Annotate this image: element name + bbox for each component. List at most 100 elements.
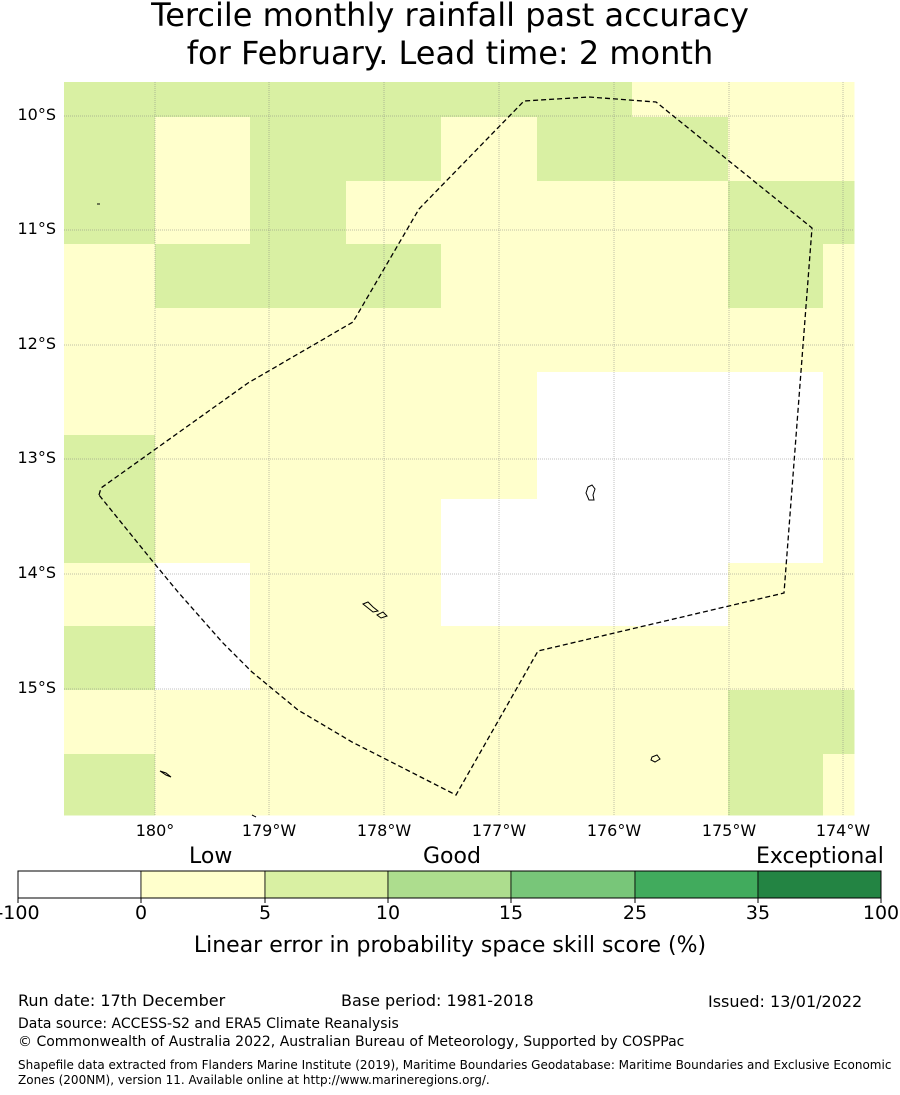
grid-cell bbox=[728, 308, 824, 373]
grid-cell bbox=[632, 308, 729, 373]
grid-cell bbox=[346, 82, 442, 118]
grid-cell bbox=[537, 499, 633, 564]
colorbar-segment bbox=[634, 870, 759, 899]
grid-cell bbox=[155, 181, 251, 245]
grid-cell bbox=[823, 499, 855, 564]
grid-cell bbox=[250, 754, 347, 816]
grid-cell bbox=[441, 754, 538, 816]
lat-label-11s: 11°S bbox=[17, 219, 56, 238]
grid-cell bbox=[64, 499, 156, 564]
island-niuafoou bbox=[650, 754, 661, 763]
grid-cell bbox=[823, 690, 855, 755]
grid-cell bbox=[823, 563, 855, 627]
grid-cell bbox=[64, 244, 156, 309]
grid-cell bbox=[632, 563, 729, 627]
grid-cell bbox=[537, 754, 633, 816]
grid-cell bbox=[823, 372, 855, 436]
grid-cell bbox=[250, 181, 347, 245]
colorbar-frame bbox=[17, 870, 882, 899]
cb-tick-15: 15 bbox=[498, 902, 524, 924]
grid-cell bbox=[537, 181, 633, 245]
grid-cell bbox=[346, 117, 442, 182]
grid-cell bbox=[632, 626, 729, 691]
grid-cell bbox=[346, 372, 442, 436]
lat-label-12s: 12°S bbox=[17, 334, 56, 353]
chart-title: Tercile monthly rainfall past accuracy f… bbox=[0, 0, 900, 72]
skill-grid-cells bbox=[64, 82, 855, 816]
shapefile-credit-1: Shapefile data extracted from Flanders M… bbox=[18, 1058, 892, 1072]
grid-cell bbox=[728, 754, 824, 816]
lon-label-174w: 174°W bbox=[815, 821, 871, 840]
grid-cell bbox=[441, 82, 538, 118]
grid-cell bbox=[441, 626, 538, 691]
grid-cell bbox=[537, 690, 633, 755]
grid-cell bbox=[823, 244, 855, 309]
grid-cell bbox=[823, 754, 855, 816]
grid-cell bbox=[728, 372, 824, 436]
grid-cell bbox=[155, 117, 251, 182]
lon-label-180: 180° bbox=[135, 821, 175, 840]
grid-cell bbox=[728, 244, 824, 309]
grid-cell bbox=[346, 435, 442, 500]
grid-cell bbox=[64, 754, 156, 816]
grid-cell bbox=[823, 117, 855, 182]
grid-cell bbox=[823, 626, 855, 691]
lat-label-13s: 13°S bbox=[17, 448, 56, 467]
lon-label-178w: 178°W bbox=[356, 821, 412, 840]
grid-cell bbox=[64, 117, 156, 182]
grid-cell bbox=[823, 181, 855, 245]
grid-cell bbox=[155, 499, 251, 564]
grid-cell bbox=[250, 435, 347, 500]
island-outlines bbox=[97, 203, 661, 818]
grid-cell bbox=[155, 690, 251, 755]
lat-label-14s: 14°S bbox=[17, 563, 56, 582]
grid-cell bbox=[632, 82, 729, 118]
title-line-2: for February. Lead time: 2 month bbox=[186, 34, 714, 72]
grid-cell bbox=[64, 308, 156, 373]
category-low: Low bbox=[189, 844, 233, 869]
issued-date: Issued: 13/01/2022 bbox=[708, 992, 863, 1011]
cb-tick-minus100: -100 bbox=[0, 902, 40, 924]
grid-cell bbox=[346, 690, 442, 755]
grid-cell bbox=[537, 117, 633, 182]
grid-cell bbox=[441, 372, 538, 436]
lat-label-15s: 15°S bbox=[17, 678, 56, 697]
grid-cell bbox=[441, 244, 538, 309]
islet-bottom-edge bbox=[251, 814, 257, 818]
grid-cell bbox=[64, 372, 156, 436]
grid-cell bbox=[250, 563, 347, 627]
grid-cell bbox=[537, 244, 633, 309]
data-source: Data source: ACCESS-S2 and ERA5 Climate … bbox=[18, 1016, 399, 1032]
grid-cell bbox=[441, 499, 538, 564]
grid-cell bbox=[64, 82, 156, 118]
eez-boundary bbox=[98, 96, 813, 796]
grid-cell bbox=[346, 181, 442, 245]
graticule bbox=[64, 82, 854, 815]
lon-label-175w: 175°W bbox=[701, 821, 757, 840]
grid-cell bbox=[155, 435, 251, 500]
colorbar-segment bbox=[17, 870, 142, 899]
grid-cell bbox=[728, 690, 824, 755]
grid-cell bbox=[441, 181, 538, 245]
copyright: © Commonwealth of Australia 2022, Austra… bbox=[18, 1034, 685, 1050]
grid-cell bbox=[441, 308, 538, 373]
islet-south-west bbox=[159, 770, 172, 778]
grid-cell bbox=[537, 626, 633, 691]
grid-cell bbox=[250, 308, 347, 373]
lon-label-179w: 179°W bbox=[241, 821, 297, 840]
grid-cell bbox=[632, 435, 729, 500]
grid-cell bbox=[441, 690, 538, 755]
base-period: Base period: 1981-2018 bbox=[341, 991, 534, 1010]
grid-cell bbox=[250, 690, 347, 755]
grid-cell bbox=[537, 372, 633, 436]
run-date: Run date: 17th December bbox=[18, 991, 226, 1010]
grid-cell bbox=[155, 372, 251, 436]
grid-cell bbox=[250, 117, 347, 182]
grid-cell bbox=[823, 308, 855, 373]
grid-cell bbox=[155, 308, 251, 373]
cb-tick-35: 35 bbox=[745, 902, 771, 924]
grid-cell bbox=[441, 563, 538, 627]
grid-cell bbox=[632, 181, 729, 245]
cb-tick-10: 10 bbox=[375, 902, 401, 924]
